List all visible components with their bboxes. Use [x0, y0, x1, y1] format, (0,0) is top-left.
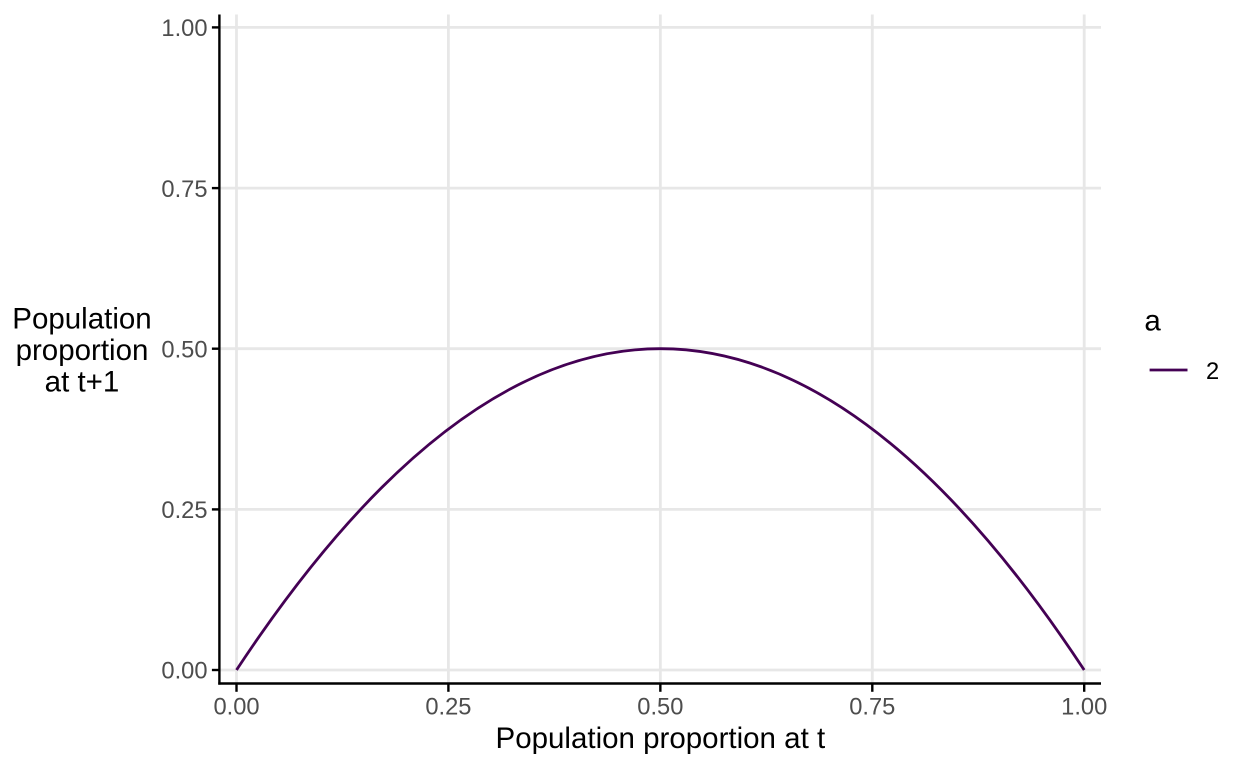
svg-text:a: a — [1144, 305, 1161, 338]
svg-text:0.75: 0.75 — [849, 694, 895, 720]
svg-text:0.25: 0.25 — [161, 498, 207, 524]
svg-text:proportion: proportion — [16, 334, 149, 367]
svg-text:Population proportion at t: Population proportion at t — [496, 722, 826, 755]
svg-text:0.50: 0.50 — [161, 337, 207, 363]
svg-text:1.00: 1.00 — [161, 16, 207, 42]
svg-text:at t+1: at t+1 — [45, 365, 120, 398]
svg-text:0.00: 0.00 — [213, 694, 259, 720]
svg-text:1.00: 1.00 — [1061, 694, 1107, 720]
svg-text:0.75: 0.75 — [161, 177, 207, 203]
svg-text:0.25: 0.25 — [425, 694, 471, 720]
svg-text:0.00: 0.00 — [161, 659, 207, 685]
svg-text:2: 2 — [1206, 359, 1219, 385]
svg-text:0.50: 0.50 — [637, 694, 683, 720]
svg-text:Population: Population — [12, 303, 151, 336]
